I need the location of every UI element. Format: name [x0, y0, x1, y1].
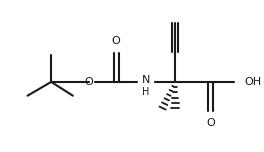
Text: H: H — [142, 87, 149, 97]
Text: O: O — [112, 36, 121, 47]
Text: OH: OH — [244, 77, 261, 87]
Text: O: O — [206, 118, 215, 128]
Text: N: N — [142, 75, 150, 85]
Text: O: O — [84, 77, 93, 87]
